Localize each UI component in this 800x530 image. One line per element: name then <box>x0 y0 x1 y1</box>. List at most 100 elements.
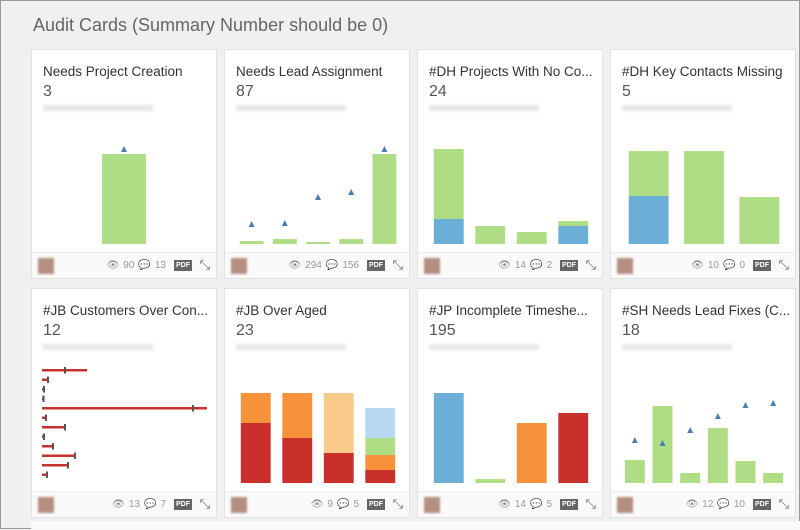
pdf-button[interactable]: PDF <box>174 499 192 510</box>
drilldown-icon[interactable]: ⤡ <box>199 496 210 511</box>
target-marker <box>121 146 127 152</box>
bar-segment[interactable] <box>282 438 313 483</box>
bar-segment[interactable] <box>475 226 506 244</box>
bar-segment[interactable] <box>240 423 271 483</box>
card-title[interactable]: #JB Over Aged <box>236 303 327 318</box>
card-chart[interactable] <box>617 361 791 491</box>
drilldown-icon[interactable]: ⤡ <box>585 496 596 511</box>
owner-avatar[interactable] <box>231 497 247 513</box>
bar-segment[interactable] <box>306 242 330 244</box>
card-chart[interactable] <box>231 122 405 252</box>
card-chart[interactable] <box>424 122 598 252</box>
bar-segment[interactable] <box>365 470 396 483</box>
target-marker <box>74 452 76 459</box>
bar-segment[interactable] <box>339 239 364 244</box>
drilldown-icon[interactable]: ⤡ <box>392 257 403 272</box>
card-title[interactable]: #JB Customers Over Con... <box>43 303 209 318</box>
pdf-button[interactable]: PDF <box>367 260 385 271</box>
audit-card[interactable]: Needs Lead Assignment 87 👁 294 💬 156 PDF ⤡ <box>224 49 410 279</box>
owner-avatar[interactable] <box>231 258 247 274</box>
audit-card[interactable]: #JB Over Aged 23 👁 9 💬 5 PDF ⤡ <box>224 288 410 518</box>
bar-segment[interactable] <box>558 221 589 226</box>
card-title[interactable]: Needs Project Creation <box>43 64 183 79</box>
bar-segment[interactable] <box>102 154 146 244</box>
drilldown-icon[interactable]: ⤡ <box>778 257 789 272</box>
bar-segment[interactable] <box>372 154 397 244</box>
bar-segment[interactable] <box>365 438 396 455</box>
hbar[interactable] <box>42 416 45 420</box>
bar-segment[interactable] <box>323 453 354 483</box>
views-count: 14 <box>514 499 526 510</box>
audit-card[interactable]: Needs Project Creation 3 👁 90 💬 13 PDF ⤡ <box>31 49 217 279</box>
hbar[interactable] <box>42 407 207 410</box>
comment-icon: 💬 <box>529 499 543 510</box>
bar-segment[interactable] <box>272 239 297 244</box>
card-title[interactable]: #DH Projects With No Co... <box>429 64 593 79</box>
eye-icon: 👁 <box>498 499 511 510</box>
bar-segment[interactable] <box>240 393 271 423</box>
hbar[interactable] <box>42 454 74 458</box>
hbar[interactable] <box>42 464 67 467</box>
owner-avatar[interactable] <box>424 258 440 274</box>
owner-avatar[interactable] <box>424 497 440 513</box>
owner-avatar[interactable] <box>38 497 54 513</box>
drilldown-icon[interactable]: ⤡ <box>199 257 210 272</box>
card-chart[interactable] <box>424 361 598 491</box>
bar-segment[interactable] <box>433 149 464 219</box>
audit-card[interactable]: #DH Projects With No Co... 24 👁 14 💬 2 PDF… <box>417 49 603 279</box>
bar-segment[interactable] <box>475 479 506 483</box>
bar-segment[interactable] <box>433 219 464 244</box>
bar-segment[interactable] <box>239 241 264 244</box>
hbar[interactable] <box>42 426 64 429</box>
card-chart[interactable] <box>231 361 405 491</box>
hbar[interactable] <box>42 473 46 477</box>
bar-segment[interactable] <box>323 393 354 453</box>
audit-card[interactable]: #SH Needs Lead Fixes (C... 18 👁 12 💬 10 PD… <box>610 288 796 518</box>
pdf-button[interactable]: PDF <box>367 499 385 510</box>
card-title[interactable]: #DH Key Contacts Missing <box>622 64 783 79</box>
card-chart[interactable] <box>617 122 791 252</box>
owner-avatar[interactable] <box>38 258 54 274</box>
drilldown-icon[interactable]: ⤡ <box>778 496 789 511</box>
pdf-button[interactable]: PDF <box>174 260 192 271</box>
bar-segment[interactable] <box>628 151 669 196</box>
bar-segment[interactable] <box>624 460 645 483</box>
bar-segment[interactable] <box>763 473 784 483</box>
audit-card[interactable]: #JP Incomplete Timeshe... 195 👁 14 💬 5 PDF… <box>417 288 603 518</box>
drilldown-icon[interactable]: ⤡ <box>585 257 596 272</box>
bar-segment[interactable] <box>558 413 589 483</box>
bar-segment[interactable] <box>558 226 589 244</box>
eye-icon: 👁 <box>691 260 704 271</box>
bar-segment[interactable] <box>282 393 313 438</box>
bar-segment[interactable] <box>365 408 396 438</box>
bar-segment[interactable] <box>735 461 756 483</box>
owner-avatar[interactable] <box>617 258 633 274</box>
pdf-button[interactable]: PDF <box>560 260 578 271</box>
card-title[interactable]: #SH Needs Lead Fixes (C... <box>622 303 790 318</box>
bar-segment[interactable] <box>628 196 669 244</box>
bar-segment[interactable] <box>739 197 780 244</box>
bar-segment[interactable] <box>365 455 396 470</box>
hbar[interactable] <box>42 388 43 391</box>
hbar[interactable] <box>42 378 47 382</box>
bar-segment[interactable] <box>707 428 728 483</box>
drilldown-icon[interactable]: ⤡ <box>392 496 403 511</box>
bar-segment[interactable] <box>516 232 547 244</box>
bar-segment[interactable] <box>516 423 547 483</box>
hbar[interactable] <box>42 445 52 448</box>
pdf-button[interactable]: PDF <box>753 260 771 271</box>
card-title[interactable]: Needs Lead Assignment <box>236 64 383 79</box>
card-chart[interactable] <box>38 122 212 252</box>
target-marker <box>381 146 388 152</box>
card-title[interactable]: #JP Incomplete Timeshe... <box>429 303 588 318</box>
card-chart[interactable] <box>38 361 212 491</box>
hbar[interactable] <box>42 435 43 439</box>
bar-segment[interactable] <box>680 473 701 483</box>
bar-segment[interactable] <box>433 393 464 483</box>
audit-card[interactable]: #DH Key Contacts Missing 5 👁 10 💬 0 PDF ⤡ <box>610 49 796 279</box>
audit-card[interactable]: #JB Customers Over Con... 12 👁 13 💬 7 PDF … <box>31 288 217 518</box>
pdf-button[interactable]: PDF <box>560 499 578 510</box>
bar-segment[interactable] <box>684 151 724 244</box>
pdf-button[interactable]: PDF <box>753 499 771 510</box>
owner-avatar[interactable] <box>617 497 633 513</box>
